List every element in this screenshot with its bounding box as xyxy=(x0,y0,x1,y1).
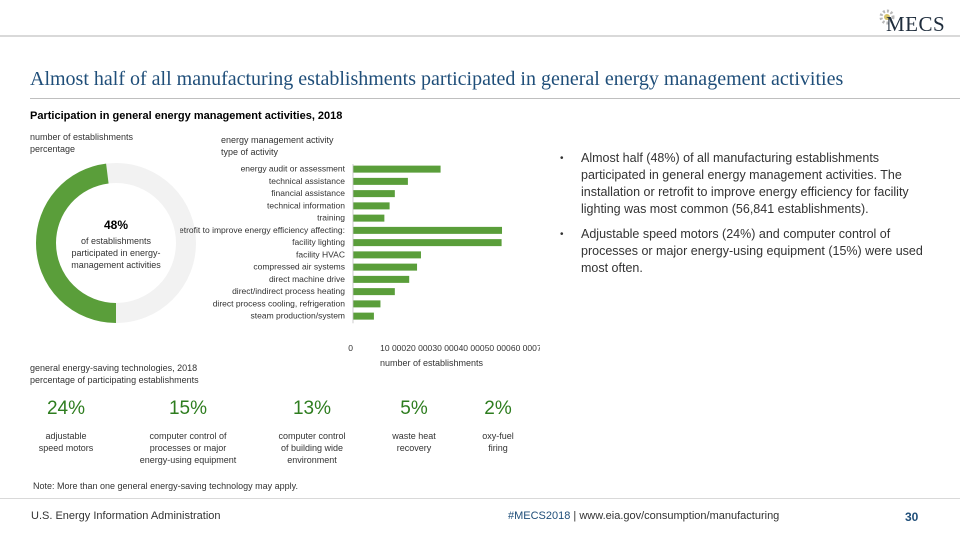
footer-org: U.S. Energy Information Administration xyxy=(31,510,221,522)
bullet-1: Almost half (48%) of all manufacturing e… xyxy=(560,150,935,218)
tech-label-line2: of building wide xyxy=(280,443,344,453)
category-label: installation or retrofit to improve ener… xyxy=(180,225,345,235)
footer-rule xyxy=(0,498,960,499)
bar xyxy=(353,190,395,198)
x-axis-title: number of establishments xyxy=(380,358,484,368)
technologies-header-line2: percentage of participating establishmen… xyxy=(30,375,199,385)
x-tick-label: 50 000 xyxy=(485,343,511,353)
donut-desc-line1: of establishments xyxy=(80,236,152,246)
category-label: facility HVAC xyxy=(296,249,345,259)
bar xyxy=(353,239,502,247)
technologies-header-line1: general energy-saving technologies, 2018 xyxy=(30,363,198,373)
donut-header-line2: percentage xyxy=(30,144,76,154)
x-tick-label: 40 000 xyxy=(459,343,485,353)
tech-label-line1: adjustable xyxy=(45,431,87,441)
activity-bar-chart: energy audit or assessment technical assi… xyxy=(180,164,540,354)
donut-header: number of establishments percentage xyxy=(30,131,210,155)
x-tick-label: 30 000 xyxy=(432,343,458,353)
footer-links: #MECS2018 | www.eia.gov/consumption/manu… xyxy=(508,510,779,522)
x-tick-label: 0 xyxy=(348,343,353,353)
bar xyxy=(353,165,441,173)
category-label: compressed air systems xyxy=(253,262,345,272)
tech-pct: 15% xyxy=(168,398,208,419)
tech-pct: 13% xyxy=(292,398,332,419)
tech-label-line2: recovery xyxy=(396,443,432,453)
tech-label-line3: energy-using equipment xyxy=(139,455,237,465)
tech-label-line3: environment xyxy=(287,455,337,465)
tech-label: adjustable speed motors xyxy=(26,430,106,454)
bar xyxy=(353,214,385,222)
tech-label: oxy-fuel firing xyxy=(458,430,538,454)
category-label: energy audit or assessment xyxy=(241,164,346,174)
bar xyxy=(353,263,418,271)
category-label: technical assistance xyxy=(269,176,345,186)
category-label: steam production/system xyxy=(251,311,345,321)
bar xyxy=(353,226,503,234)
bar xyxy=(353,202,390,210)
tech-label-line1: oxy-fuel xyxy=(482,431,514,441)
tech-label-line1: computer control of xyxy=(149,431,227,441)
chart-subtitle: Participation in general energy manageme… xyxy=(30,110,343,122)
donut-percentage: 48% xyxy=(103,218,129,232)
tech-label: waste heat recovery xyxy=(374,430,454,454)
activity-header-line1: energy management activity xyxy=(221,135,334,145)
tech-pct: 2% xyxy=(484,398,512,419)
category-label: direct machine drive xyxy=(269,274,345,284)
bar xyxy=(353,251,421,259)
x-tick-label: 70 000 xyxy=(537,343,540,353)
donut-desc-line3: management activities xyxy=(71,260,161,270)
tech-label-line2: processes or major xyxy=(149,443,227,453)
title-divider xyxy=(30,98,960,99)
footnote: Note: More than one general energy-savin… xyxy=(33,481,298,491)
page-number: 30 xyxy=(905,510,919,524)
tech-label-line1: computer control xyxy=(278,431,346,441)
tech-item-building-control: 13% computer control of building wide en… xyxy=(262,398,362,466)
x-tick-label: 10 000 xyxy=(380,343,406,353)
tech-item-waste-heat: 5% waste heat recovery xyxy=(374,398,454,454)
category-label: technical information xyxy=(267,200,345,210)
donut-description: of establishments participated in energy… xyxy=(56,235,176,271)
category-label: direct/indirect process heating xyxy=(232,286,345,296)
tech-label-line2: firing xyxy=(488,443,508,453)
tech-label-line1: waste heat xyxy=(392,431,436,441)
header-rule xyxy=(0,35,960,37)
page-title: Almost half of all manufacturing establi… xyxy=(30,68,844,90)
tech-label-line2: speed motors xyxy=(38,443,94,453)
donut-header-line1: number of establishments xyxy=(30,132,134,142)
logo-text: MECS xyxy=(886,12,946,36)
activity-header: energy management activity type of activ… xyxy=(221,134,381,158)
footer-url[interactable]: www.eia.gov/consumption/manufacturing xyxy=(579,510,780,522)
bar xyxy=(353,275,410,283)
tech-item-asd: 24% adjustable speed motors xyxy=(26,398,106,454)
tech-item-process-control: 15% computer control of processes or maj… xyxy=(128,398,248,466)
technologies-header: general energy-saving technologies, 2018… xyxy=(30,362,290,386)
tech-label: computer control of building wide enviro… xyxy=(262,430,362,466)
donut-fill xyxy=(36,163,196,323)
footer-hashtag[interactable]: #MECS2018 xyxy=(508,510,571,522)
bullet-2: Adjustable speed motors (24%) and comput… xyxy=(560,226,935,277)
x-tick-label: 60 000 xyxy=(511,343,537,353)
tech-pct: 5% xyxy=(400,398,428,419)
bar xyxy=(353,300,381,308)
tech-pct: 24% xyxy=(46,398,86,419)
x-tick-label: 20 000 xyxy=(406,343,432,353)
category-label: direct process cooling, refrigeration xyxy=(213,298,346,308)
bar xyxy=(353,288,395,296)
donut-desc-line2: participated in energy- xyxy=(71,248,161,258)
key-findings: Almost half (48%) of all manufacturing e… xyxy=(560,150,935,285)
mecs-logo: MECS xyxy=(876,6,956,36)
activity-header-line2: type of activity xyxy=(221,147,279,157)
bar xyxy=(353,312,374,320)
gear-icon xyxy=(879,9,895,25)
footer-separator: | xyxy=(570,510,580,522)
participation-donut xyxy=(36,163,196,323)
category-label: training xyxy=(317,213,345,223)
category-label: financial assistance xyxy=(271,188,345,198)
category-label: facility lighting xyxy=(292,237,345,247)
tech-item-oxy-fuel: 2% oxy-fuel firing xyxy=(458,398,538,454)
tech-label: computer control of processes or major e… xyxy=(128,430,248,466)
bar xyxy=(353,177,408,185)
